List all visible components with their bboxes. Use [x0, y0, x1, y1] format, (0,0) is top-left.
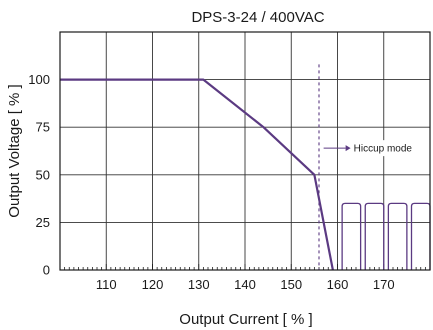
y-tick-label: 50	[36, 167, 50, 182]
x-tick-label: 170	[373, 277, 395, 292]
hiccup-pulse	[387, 202, 408, 270]
y-tick-label: 100	[28, 72, 50, 87]
axis-ticks	[59, 264, 431, 270]
hiccup-pulse	[341, 202, 362, 270]
hiccup-pulse	[410, 202, 431, 270]
series-line	[60, 78, 334, 271]
x-tick-label: 130	[188, 277, 210, 292]
annotation-text: Hiccup mode	[354, 144, 413, 155]
annotation-arrowhead	[345, 145, 351, 152]
x-tick-label: 140	[234, 277, 256, 292]
y-tick-label: 0	[43, 263, 50, 278]
grid	[59, 31, 431, 271]
x-tick-label: 150	[280, 277, 302, 292]
plot-frame	[59, 31, 431, 271]
annotation-background	[351, 140, 422, 157]
x-tick-label: 160	[327, 277, 349, 292]
chart-title: DPS-3-24 / 400VAC	[191, 9, 324, 26]
x-tick-label: 120	[142, 277, 164, 292]
series-layer	[60, 78, 431, 271]
y-axis-label: Output Voltage [ % ]	[6, 84, 23, 217]
tick-labels: 110 120 130 140 150 160 170 0 25 50 75 100	[28, 72, 394, 292]
y-tick-label: 75	[36, 120, 50, 135]
annotation-layer: Hiccup mode	[318, 64, 422, 270]
hiccup-pulse	[364, 202, 385, 270]
y-tick-label: 25	[36, 215, 50, 230]
x-axis-label: Output Current [ % ]	[179, 311, 312, 328]
x-tick-label: 110	[96, 277, 117, 292]
